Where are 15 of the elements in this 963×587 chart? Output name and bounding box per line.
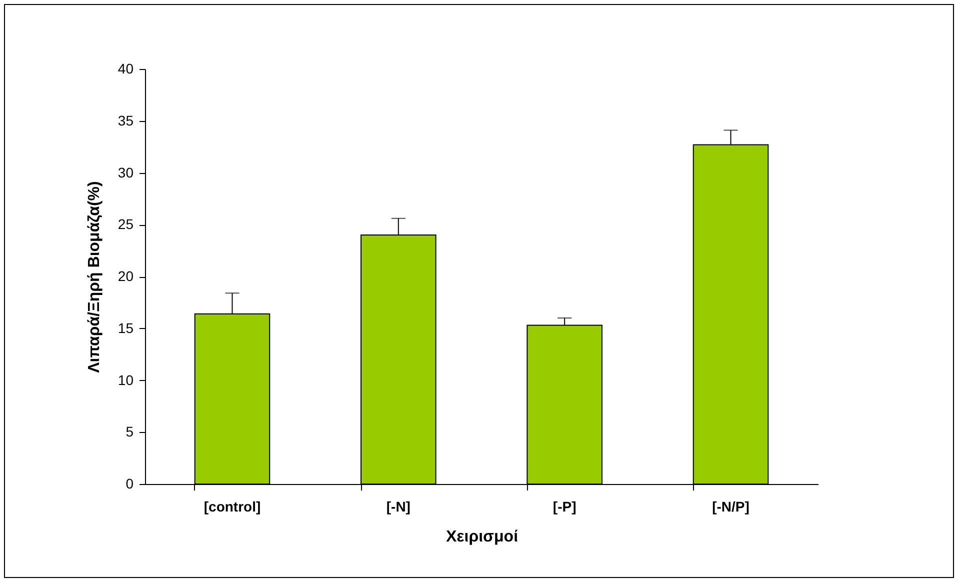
y-tick-label: 15	[118, 320, 134, 336]
y-tick-label: 20	[118, 268, 134, 284]
x-tick-label: [-N]	[386, 498, 410, 514]
y-tick-label: 30	[118, 164, 134, 180]
y-tick-label: 0	[126, 476, 134, 492]
x-tick-label: [-P]	[552, 498, 576, 514]
x-axis-title: Χειρισμοί	[446, 528, 518, 546]
y-tick-label: 25	[118, 216, 134, 232]
y-tick-label: 40	[118, 60, 134, 76]
x-tick-label: [-N/P]	[712, 498, 750, 514]
y-tick-label: 35	[118, 112, 134, 128]
y-tick-label: 5	[126, 424, 134, 440]
y-axis-title: Λιπαρά/Ξηρή Βιομάζα(%)	[86, 181, 103, 373]
y-tick-label: 10	[118, 372, 134, 388]
x-tick-label: [control]	[204, 498, 261, 514]
